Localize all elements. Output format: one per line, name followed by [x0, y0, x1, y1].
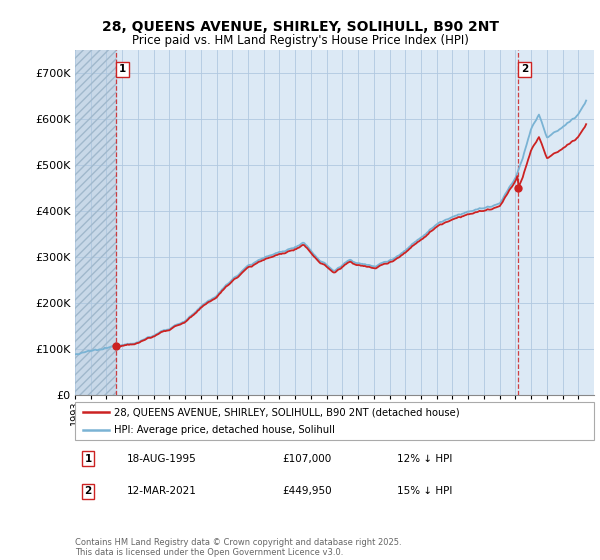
Text: 28, QUEENS AVENUE, SHIRLEY, SOLIHULL, B90 2NT: 28, QUEENS AVENUE, SHIRLEY, SOLIHULL, B9…	[101, 20, 499, 34]
Text: 1: 1	[85, 454, 92, 464]
Bar	[75, 50, 116, 395]
Text: 2: 2	[521, 64, 528, 74]
Text: 15% ↓ HPI: 15% ↓ HPI	[397, 487, 452, 496]
Text: Price paid vs. HM Land Registry's House Price Index (HPI): Price paid vs. HM Land Registry's House …	[131, 34, 469, 46]
Text: HPI: Average price, detached house, Solihull: HPI: Average price, detached house, Soli…	[114, 425, 335, 435]
Text: 28, QUEENS AVENUE, SHIRLEY, SOLIHULL, B90 2NT (detached house): 28, QUEENS AVENUE, SHIRLEY, SOLIHULL, B9…	[114, 407, 460, 417]
Text: £449,950: £449,950	[283, 487, 332, 496]
Text: Contains HM Land Registry data © Crown copyright and database right 2025.
This d: Contains HM Land Registry data © Crown c…	[75, 538, 401, 557]
Text: £107,000: £107,000	[283, 454, 332, 464]
Text: 1: 1	[119, 64, 126, 74]
Bar	[75, 50, 116, 395]
Text: 12% ↓ HPI: 12% ↓ HPI	[397, 454, 452, 464]
Text: 18-AUG-1995: 18-AUG-1995	[127, 454, 197, 464]
FancyBboxPatch shape	[75, 402, 594, 440]
Text: 12-MAR-2021: 12-MAR-2021	[127, 487, 197, 496]
Text: 2: 2	[85, 487, 92, 496]
